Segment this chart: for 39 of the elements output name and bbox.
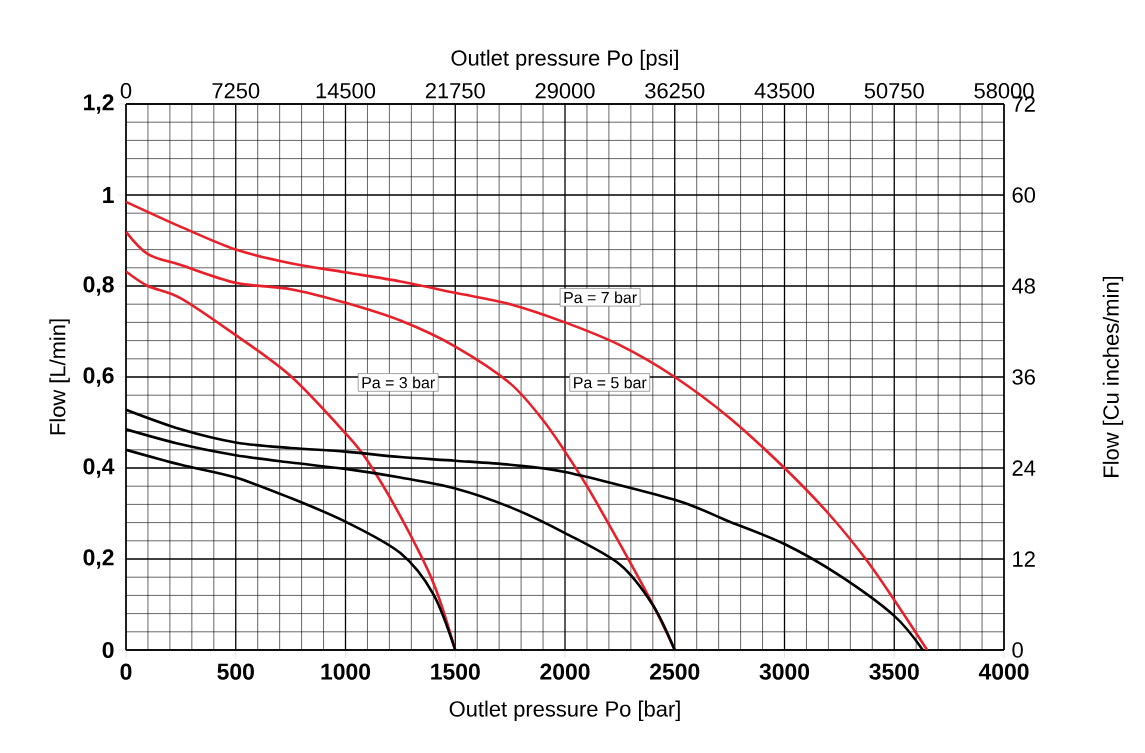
x-tick-label: 3000 bbox=[759, 663, 810, 680]
annotation: Pa = 3 bar bbox=[362, 376, 435, 389]
x-tick-label: 500 bbox=[217, 663, 254, 680]
x2-tick-label: 7250 bbox=[212, 82, 260, 99]
y-tick-label: 0,2 bbox=[83, 549, 114, 569]
y-tick-label: 0,6 bbox=[83, 367, 114, 387]
x2-tick-label: 0 bbox=[120, 82, 132, 99]
y-tick-label: 1,2 bbox=[84, 94, 114, 114]
y-tick-label: 0,8 bbox=[83, 276, 114, 296]
x2-tick-label: 14500 bbox=[316, 82, 376, 99]
x-tick-label: 2500 bbox=[650, 663, 700, 680]
y2-tick-label: 24 bbox=[1012, 460, 1036, 476]
y2-tick-label: 12 bbox=[1013, 551, 1035, 567]
line-series bbox=[126, 200, 929, 650]
x-tick-label: 1500 bbox=[431, 663, 480, 680]
x-tick-label: 4000 bbox=[978, 663, 1029, 680]
y-axis-title: Flow [L/min] bbox=[49, 319, 70, 435]
x2-axis-title: Outlet pressure Po [psi] bbox=[451, 49, 678, 71]
annotation: Pa = 7 bar bbox=[564, 291, 637, 304]
x-tick-label: 1000 bbox=[321, 663, 371, 680]
x2-tick-label: 36250 bbox=[645, 82, 705, 99]
y2-tick-label: 60 bbox=[1012, 187, 1036, 203]
y-tick-label: 1 bbox=[103, 187, 114, 203]
y2-axis-title: Flow [Cu inches/min] bbox=[1102, 276, 1124, 477]
annotation: Pa = 5 bar bbox=[574, 376, 647, 389]
y-tick-label: 0,4 bbox=[83, 458, 115, 478]
x-tick-label: 0 bbox=[120, 663, 132, 680]
line-series bbox=[126, 270, 457, 650]
x-tick-label: 3500 bbox=[869, 663, 919, 680]
y2-tick-label: 36 bbox=[1012, 369, 1035, 385]
x-axis-title: Outlet pressure Po [bar] bbox=[449, 700, 680, 722]
y2-tick-label: 48 bbox=[1012, 278, 1035, 294]
x2-tick-label: 29000 bbox=[535, 82, 595, 99]
y2-tick-label: 0 bbox=[1012, 642, 1023, 658]
x2-tick-label: 43500 bbox=[754, 82, 815, 99]
x2-tick-label: 50750 bbox=[864, 82, 924, 99]
x-tick-label: 2000 bbox=[540, 663, 590, 680]
x2-tick-label: 21750 bbox=[425, 82, 485, 99]
y-tick-label: 0 bbox=[102, 641, 114, 659]
